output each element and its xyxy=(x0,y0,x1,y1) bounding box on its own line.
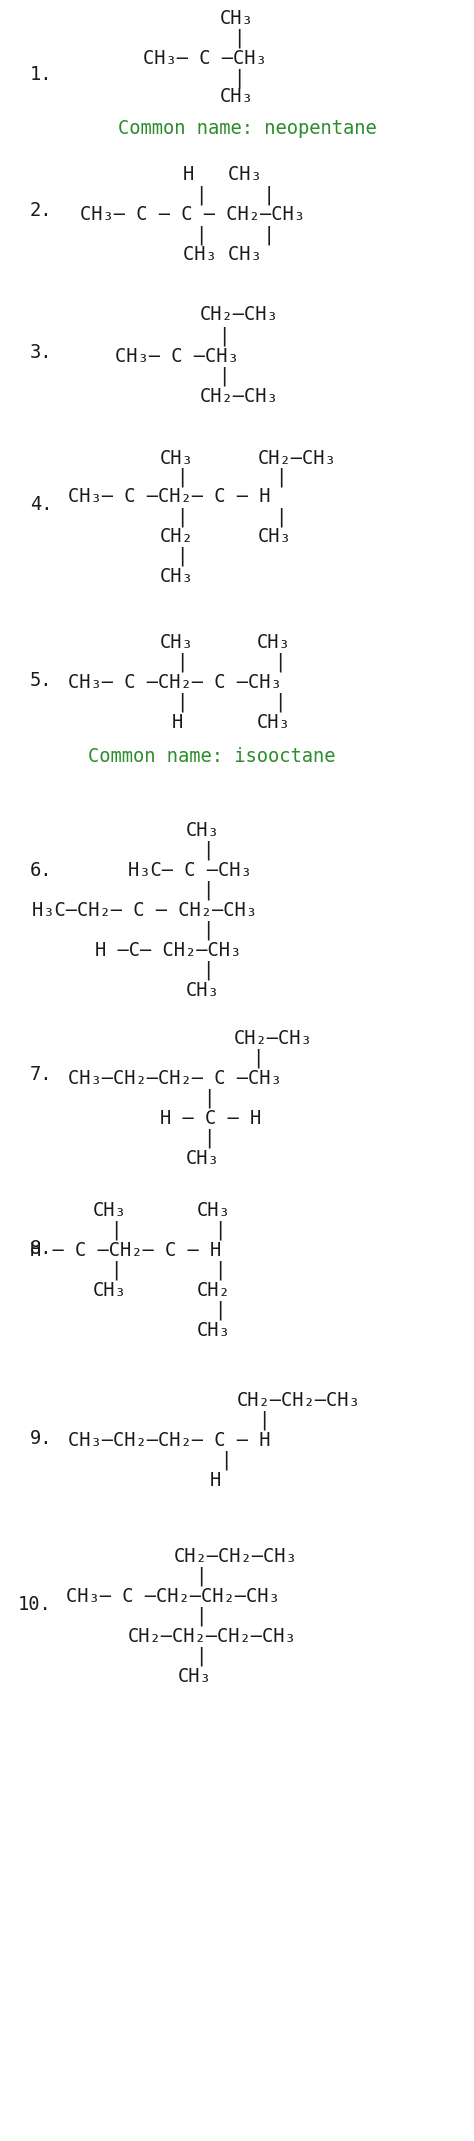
Text: CH₃: CH₃ xyxy=(257,632,291,651)
Text: |: | xyxy=(274,692,285,711)
Text: CH₃: CH₃ xyxy=(93,1201,127,1220)
Text: |: | xyxy=(202,921,213,940)
Text: CH₃– C –CH₂– C –CH₃: CH₃– C –CH₂– C –CH₃ xyxy=(68,672,282,692)
Text: 5.: 5. xyxy=(30,670,53,689)
Text: CH₃– C –CH₃: CH₃– C –CH₃ xyxy=(115,347,239,366)
Text: 10.: 10. xyxy=(18,1595,52,1614)
Text: CH₂–CH₃: CH₂–CH₃ xyxy=(234,1028,313,1047)
Text: |: | xyxy=(202,880,213,899)
Text: CH₃– C –CH₂–CH₂–CH₃: CH₃– C –CH₂–CH₂–CH₃ xyxy=(66,1586,280,1606)
Text: 7.: 7. xyxy=(30,1066,53,1085)
Text: H₃C– C –CH₃: H₃C– C –CH₃ xyxy=(128,861,252,880)
Text: H – C – H: H – C – H xyxy=(160,1109,261,1128)
Text: |: | xyxy=(233,69,244,88)
Text: 4.: 4. xyxy=(30,495,53,514)
Text: |: | xyxy=(214,1220,225,1240)
Text: |: | xyxy=(176,467,187,486)
Text: |: | xyxy=(252,1049,263,1068)
Text: |: | xyxy=(202,961,213,981)
Text: |: | xyxy=(218,366,229,385)
Text: |: | xyxy=(176,653,187,672)
Text: CH₃: CH₃ xyxy=(178,1666,212,1685)
Text: |: | xyxy=(275,507,286,527)
Text: H: H xyxy=(172,713,183,732)
Text: |: | xyxy=(195,1646,206,1666)
Text: CH₃: CH₃ xyxy=(93,1280,127,1300)
Text: |: | xyxy=(275,467,286,486)
Text: CH₃ CH₃: CH₃ CH₃ xyxy=(183,246,262,265)
Text: CH₃: CH₃ xyxy=(186,1148,220,1167)
Text: Common name: isooctane: Common name: isooctane xyxy=(88,747,336,766)
Text: CH₃: CH₃ xyxy=(257,713,291,732)
Text: 6.: 6. xyxy=(30,861,53,880)
Text: 8.: 8. xyxy=(30,1237,53,1257)
Text: |: | xyxy=(220,1449,231,1469)
Text: CH₃: CH₃ xyxy=(220,86,254,105)
Text: |: | xyxy=(214,1300,225,1319)
Text: |     |: | | xyxy=(196,225,275,244)
Text: H₃C–CH₂– C – CH₂–CH₃: H₃C–CH₂– C – CH₂–CH₃ xyxy=(32,901,257,918)
Text: 2.: 2. xyxy=(30,201,53,221)
Text: |     |: | | xyxy=(196,186,275,206)
Text: |: | xyxy=(218,325,229,345)
Text: CH₃: CH₃ xyxy=(160,567,194,584)
Text: CH₃: CH₃ xyxy=(197,1321,231,1340)
Text: |: | xyxy=(176,507,187,527)
Text: |: | xyxy=(176,692,187,711)
Text: |: | xyxy=(195,1606,206,1625)
Text: Common name: neopentane: Common name: neopentane xyxy=(118,118,377,137)
Text: CH₃–CH₂–CH₂– C –CH₃: CH₃–CH₂–CH₂– C –CH₃ xyxy=(68,1068,282,1088)
Text: 1.: 1. xyxy=(30,66,53,83)
Text: H: H xyxy=(210,1471,221,1490)
Text: CH₂–CH₂–CH₂–CH₃: CH₂–CH₂–CH₂–CH₃ xyxy=(128,1627,297,1646)
Text: |: | xyxy=(110,1220,121,1240)
Text: CH₃: CH₃ xyxy=(186,981,220,1000)
Text: |: | xyxy=(203,1128,214,1148)
Text: CH₃: CH₃ xyxy=(160,632,194,651)
Text: CH₃– C –CH₃: CH₃– C –CH₃ xyxy=(143,49,267,69)
Text: CH₂–CH₃: CH₂–CH₃ xyxy=(200,388,279,405)
Text: CH₃: CH₃ xyxy=(160,447,194,467)
Text: CH₂–CH₂–CH₃: CH₂–CH₂–CH₃ xyxy=(174,1546,298,1565)
Text: |: | xyxy=(258,1411,269,1430)
Text: |: | xyxy=(195,1567,206,1586)
Text: CH₃: CH₃ xyxy=(220,9,254,28)
Text: H –C– CH₂–CH₃: H –C– CH₂–CH₃ xyxy=(95,940,241,959)
Text: |: | xyxy=(202,839,213,861)
Text: |: | xyxy=(110,1261,121,1280)
Text: CH₂–CH₃: CH₂–CH₃ xyxy=(258,447,337,467)
Text: H – C –CH₂– C – H: H – C –CH₂– C – H xyxy=(30,1240,221,1259)
Text: CH₂–CH₂–CH₃: CH₂–CH₂–CH₃ xyxy=(237,1390,361,1409)
Text: CH₂: CH₂ xyxy=(160,527,194,546)
Text: |: | xyxy=(214,1261,225,1280)
Text: CH₃– C –CH₂– C – H: CH₃– C –CH₂– C – H xyxy=(68,488,271,507)
Text: CH₃: CH₃ xyxy=(186,820,220,839)
Text: |: | xyxy=(274,653,285,672)
Text: 3.: 3. xyxy=(30,343,53,362)
Text: CH₃: CH₃ xyxy=(258,527,292,546)
Text: CH₃: CH₃ xyxy=(197,1201,231,1220)
Text: |: | xyxy=(176,546,187,565)
Text: |: | xyxy=(203,1088,214,1107)
Text: CH₃– C – C – CH₂–CH₃: CH₃– C – C – CH₂–CH₃ xyxy=(80,206,305,225)
Text: 9.: 9. xyxy=(30,1428,53,1447)
Text: CH₂: CH₂ xyxy=(197,1280,231,1300)
Text: H   CH₃: H CH₃ xyxy=(183,165,262,184)
Text: CH₂–CH₃: CH₂–CH₃ xyxy=(200,306,279,325)
Text: CH₃–CH₂–CH₂– C – H: CH₃–CH₂–CH₂– C – H xyxy=(68,1430,271,1449)
Text: |: | xyxy=(233,28,244,47)
